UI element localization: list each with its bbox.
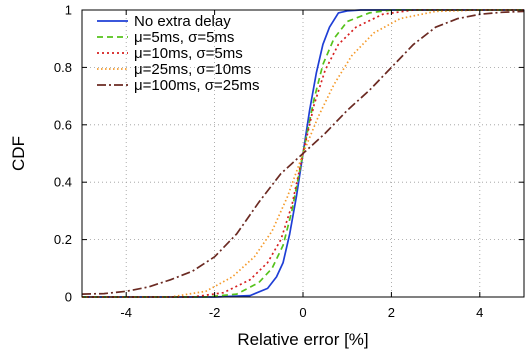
legend-entry-4: μ=25ms, σ=10ms <box>134 61 251 78</box>
y-tick-label: 0.2 <box>54 232 72 247</box>
y-tick-label: 0.8 <box>54 60 72 75</box>
y-tick-label: 0.4 <box>54 175 72 190</box>
legend-entry-1: No extra delay <box>134 13 231 30</box>
series-line-2 <box>82 9 524 298</box>
y-axis: 0 0.2 0.4 0.6 0.8 1 <box>54 3 524 305</box>
grid-lines <box>82 10 524 297</box>
legend-entry-5: μ=100ms, σ=25ms <box>134 77 259 94</box>
x-axis: -4 -2 0 2 4 <box>120 10 483 320</box>
legend-entry-2: μ=5ms, σ=5ms <box>134 29 234 46</box>
y-axis-title: CDF <box>9 136 28 171</box>
x-tick-label: 2 <box>388 305 395 320</box>
series-line-4 <box>82 9 524 298</box>
y-tick-label: 1 <box>65 3 72 18</box>
legend-entry-3: μ=10ms, σ=5ms <box>134 45 243 62</box>
x-tick-label: -2 <box>209 305 221 320</box>
y-tick-label: 0.6 <box>54 117 72 132</box>
y-tick-label: 0 <box>65 290 72 305</box>
series-line-5 <box>81 10 525 295</box>
x-tick-label: 4 <box>476 305 483 320</box>
x-tick-label: 0 <box>299 305 306 320</box>
x-tick-label: -4 <box>120 305 132 320</box>
series-layer <box>81 9 525 298</box>
x-axis-title: Relative error [%] <box>237 330 368 349</box>
series-line-1 <box>82 9 524 298</box>
